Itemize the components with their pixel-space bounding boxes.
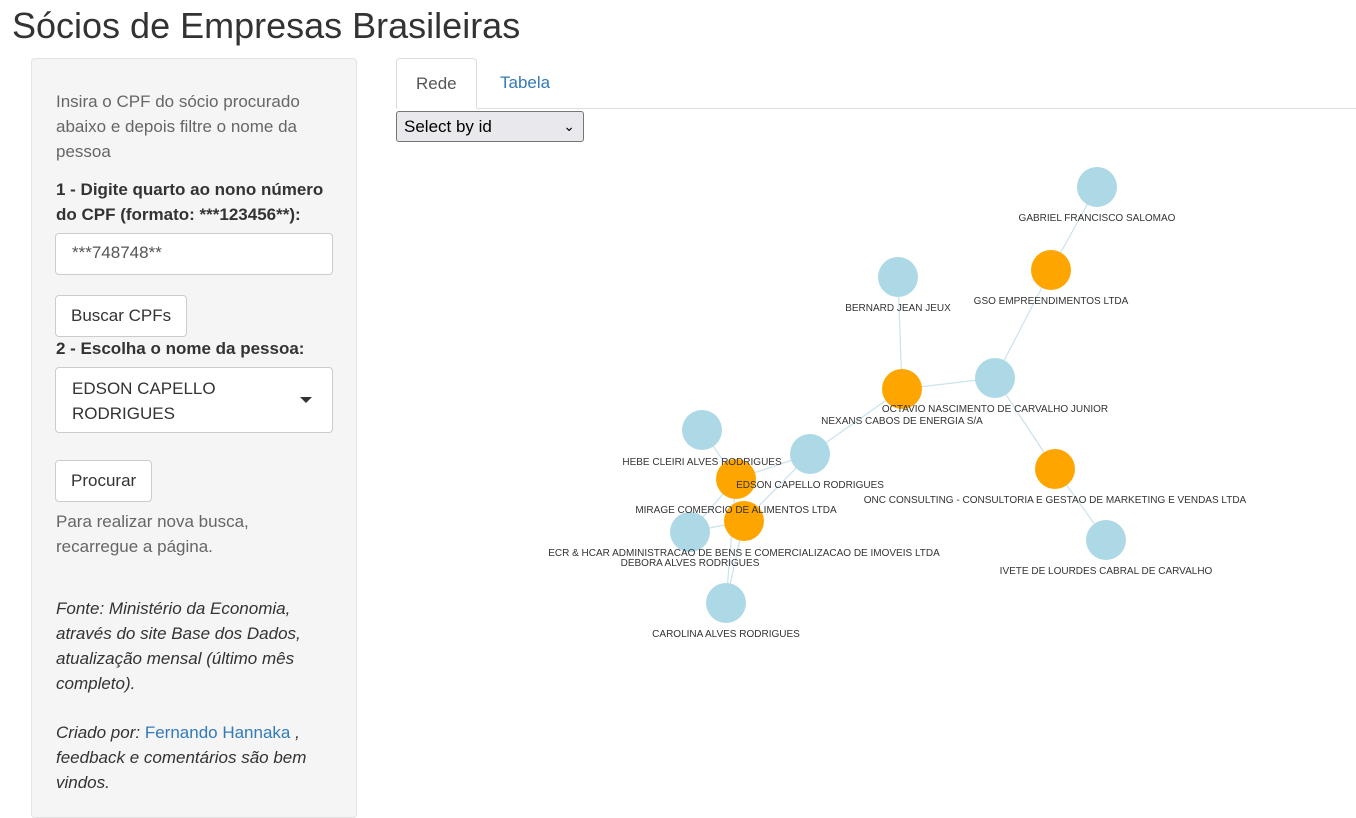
author-link[interactable]: Fernando Hannaka (144, 723, 291, 742)
tab-rede[interactable]: Rede (396, 58, 477, 109)
edge-mirage-carolina (725, 478, 737, 604)
node-label-edson: EDSON CAPELLO RODRIGUES (736, 480, 884, 491)
cpf-input[interactable]: ***748748** (55, 233, 333, 275)
tab-tabela[interactable]: Tabela (500, 73, 551, 92)
nodes-layer (670, 167, 1126, 623)
node-label-onc: ONC CONSULTING - CONSULTORIA E GESTAO DE… (864, 495, 1247, 506)
node-label-ecr: ECR & HCAR ADMINISTRACAO DE BENS E COMER… (548, 548, 940, 559)
node-hebe[interactable] (682, 410, 722, 450)
search-cpf-button[interactable]: Buscar CPFs (55, 295, 188, 337)
node-carolina[interactable] (706, 583, 746, 623)
node-label-nexans: NEXANS CABOS DE ENERGIA S/A (821, 416, 983, 427)
caret-down-icon (300, 397, 312, 403)
node-label-debora: DEBORA ALVES RODRIGUES (621, 558, 760, 569)
select-by-id[interactable]: Select by id ⌄ (396, 111, 584, 142)
node-nexans[interactable] (882, 369, 922, 409)
labels-layer: GABRIEL FRANCISCO SALOMAO GSO EMPREENDIME… (548, 213, 1246, 640)
node-label-ivete: IVETE DE LOURDES CABRAL DE CARVALHO (1000, 566, 1213, 577)
node-label-mirage: MIRAGE COMERCIO DE ALIMENTOS LTDA (635, 505, 837, 516)
node-octavio[interactable] (975, 358, 1015, 398)
node-gabriel[interactable] (1077, 167, 1117, 207)
submit-button[interactable]: Procurar (55, 460, 153, 502)
tab-bar: Rede Tabela (396, 58, 1356, 109)
node-label-bernard: BERNARD JEAN JEUX (845, 303, 951, 314)
node-label-gso: GSO EMPREENDIMENTOS LTDA (974, 296, 1129, 307)
node-edson[interactable] (790, 434, 830, 474)
cpf-label: 1 - Digite quarto ao nono número do CPF … (56, 180, 324, 224)
edge-gso-octavio (994, 269, 1052, 379)
person-select[interactable]: EDSON CAPELLO RODRIGUES (55, 367, 333, 433)
network-graph[interactable]: GABRIEL FRANCISCO SALOMAO GSO EMPREENDIME… (0, 0, 1356, 801)
node-label-hebe: HEBE CLEIRI ALVES RODRIGUES (622, 457, 782, 468)
node-gso[interactable] (1031, 250, 1071, 290)
credit-suffix: , feedback e comentários são bem vindos. (56, 723, 307, 792)
person-select-value: EDSON CAPELLO RODRIGUES (72, 379, 216, 423)
node-debora[interactable] (670, 512, 710, 552)
credit-note: Criado por: Fernando Hannaka , feedback … (56, 720, 326, 795)
intro-text: Insira o CPF do sócio procurado abaixo e… (56, 92, 300, 161)
node-ivete[interactable] (1086, 520, 1126, 560)
chevron-down-icon: ⌄ (563, 118, 575, 134)
select-by-id-label: Select by id (404, 117, 492, 136)
node-mirage[interactable] (716, 459, 756, 499)
page-title: Sócios de Empresas Brasileiras (12, 5, 521, 46)
reload-hint: Para realizar nova busca, recarregue a p… (56, 512, 249, 556)
node-label-octavio: OCTAVIO NASCIMENTO DE CARVALHO JUNIOR (882, 404, 1108, 415)
person-label: 2 - Escolha o nome da pessoa: (56, 339, 305, 358)
sidebar-panel: Insira o CPF do sócio procurado abaixo e… (31, 58, 357, 818)
node-label-carolina: CAROLINA ALVES RODRIGUES (652, 629, 800, 640)
source-note: Fonte: Ministério da Economia, através d… (56, 599, 301, 693)
node-onc[interactable] (1035, 449, 1075, 489)
node-label-gabriel: GABRIEL FRANCISCO SALOMAO (1019, 213, 1176, 224)
node-ecr[interactable] (724, 501, 764, 541)
credit-prefix: Criado por: (56, 723, 145, 742)
node-bernard[interactable] (878, 257, 918, 297)
